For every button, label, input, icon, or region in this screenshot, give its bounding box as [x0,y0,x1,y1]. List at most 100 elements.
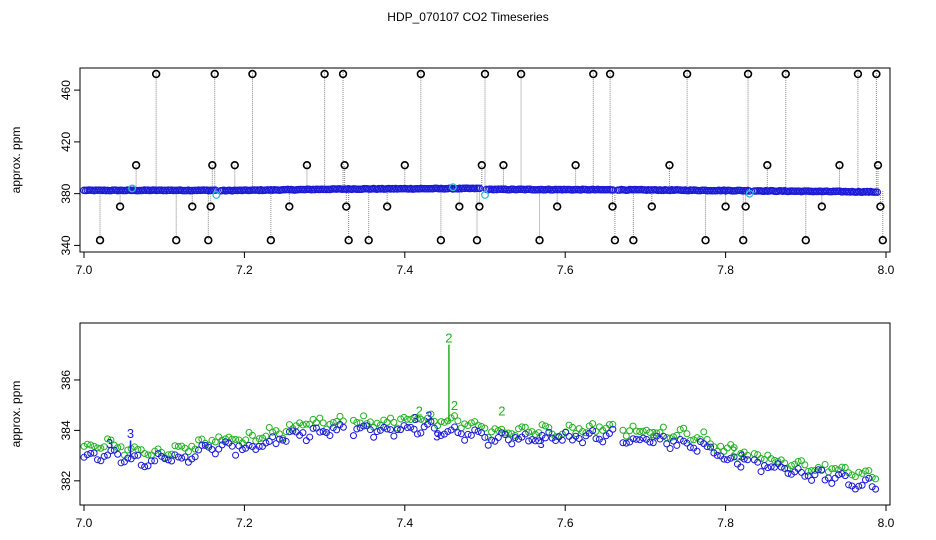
green-point [737,450,745,458]
blue-point [845,481,853,489]
green-point [515,425,523,433]
blue-point [360,422,368,430]
green-point [403,415,411,423]
spike-point [552,202,562,211]
green-point [205,441,213,449]
blue-point [100,452,108,460]
blue-point [333,426,341,434]
digit-label: 2 [498,403,505,418]
blue-point [356,424,364,432]
digit-label: 2 [650,426,657,441]
green-point [144,451,152,459]
blue-point [801,472,809,480]
blue-point [403,424,411,432]
blue-point [370,433,378,441]
spike-point [340,160,349,170]
blue-point [680,437,688,445]
green-point [636,428,644,436]
green-point [579,428,587,436]
green-point [794,458,802,466]
y-axis-title: approx. ppm [9,127,23,194]
spike-point [230,160,239,170]
spike-point [266,236,276,245]
spike-point [629,236,638,245]
green-point [467,419,475,427]
green-point [831,464,839,472]
blue-point [201,441,209,449]
blue-point [461,436,469,444]
x-tick-label: 7.0 [76,516,93,530]
chart-title: HDP_070107 CO2 Timeseries [387,10,549,24]
blue-point [137,461,145,469]
green-point [504,429,512,437]
green-point [248,431,256,439]
blue-point [835,471,843,479]
blue-point [131,452,139,460]
blue-point [730,453,738,461]
digit-label: 2 [451,398,458,413]
green-point [703,435,711,443]
blue-point [282,437,290,445]
blue-point [147,457,155,465]
x-tick-label: 8.0 [878,263,895,277]
blue-point [444,428,452,436]
green-point [100,443,108,451]
blue-point [232,451,240,459]
green-point [626,427,634,435]
green-point [336,412,344,420]
blue-point [120,458,128,466]
green-point [228,435,236,443]
blue-point [767,463,775,471]
green-point [407,416,415,424]
spike-point [835,160,844,170]
blue-point [828,479,836,487]
green-point [430,417,438,425]
blue-point [430,424,438,432]
spike-point [475,202,484,211]
blue-point [451,423,459,431]
green-point [360,412,368,420]
green-point [221,435,229,443]
blue-point [855,482,863,490]
blue-point [784,469,792,477]
blue-point [528,436,536,444]
blue-point [107,447,115,455]
green-point [659,423,667,431]
green-point [232,435,240,443]
blue-point [104,451,112,459]
blue-point [289,427,297,435]
green-point [868,473,876,481]
green-point [552,433,560,441]
green-point [306,420,314,428]
blue-point [515,435,523,443]
green-point [828,465,836,473]
blue-point [265,438,273,446]
blue-point [713,451,721,459]
green-point [730,444,738,452]
green-point [531,430,539,438]
green-point [90,442,98,450]
spike-point [342,202,351,211]
blue-point [841,472,849,480]
green-point [841,463,849,471]
blue-point [454,429,462,437]
blue-point [474,427,482,435]
spike-point [302,160,312,170]
blue-point [198,441,206,449]
blue-point [858,481,866,489]
blue-point [413,430,421,438]
spike-point [589,69,598,79]
green-point [93,444,101,452]
blue-point [824,474,832,482]
blue-point [720,455,728,463]
green-point [696,435,704,443]
blue-point [464,430,472,438]
blue-point [811,471,819,479]
blue-point [639,434,647,442]
blue-point [168,457,176,465]
blue-point [110,446,118,454]
green-point [801,461,809,469]
green-point [568,423,576,431]
green-point [848,471,856,479]
